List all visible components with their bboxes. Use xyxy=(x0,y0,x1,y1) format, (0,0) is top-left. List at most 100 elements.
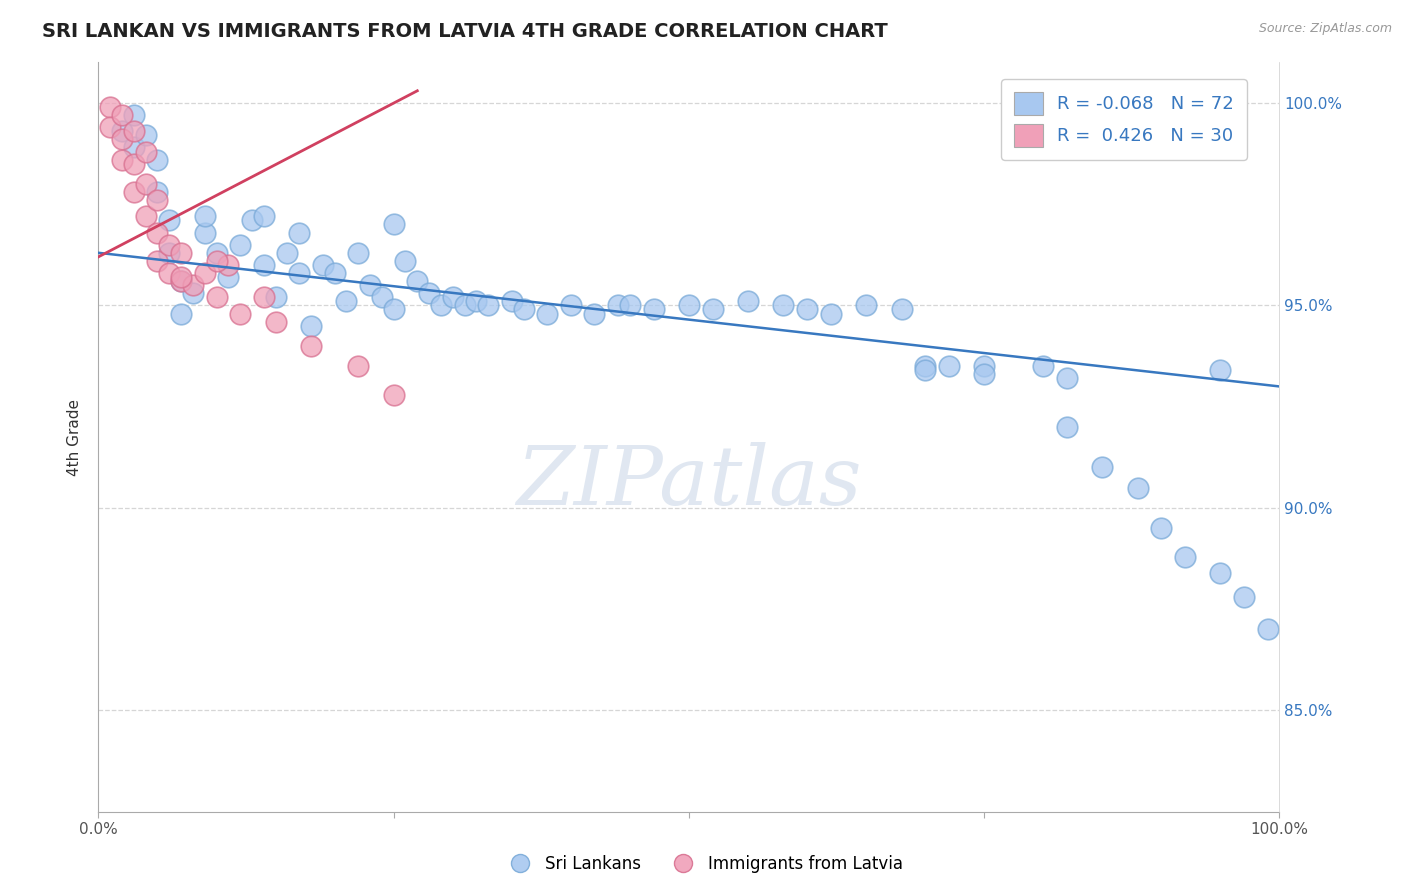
Point xyxy=(501,294,523,309)
Point xyxy=(1209,363,1232,377)
Point xyxy=(465,294,488,309)
Point xyxy=(406,274,429,288)
Point xyxy=(170,270,193,285)
Point xyxy=(205,253,228,268)
Point xyxy=(194,210,217,224)
Point xyxy=(914,359,936,374)
Text: SRI LANKAN VS IMMIGRANTS FROM LATVIA 4TH GRADE CORRELATION CHART: SRI LANKAN VS IMMIGRANTS FROM LATVIA 4TH… xyxy=(42,22,889,41)
Point xyxy=(146,226,169,240)
Point xyxy=(194,266,217,280)
Point xyxy=(312,258,335,272)
Point xyxy=(394,253,416,268)
Point xyxy=(122,140,145,154)
Point xyxy=(938,359,960,374)
Point xyxy=(205,290,228,304)
Point xyxy=(796,302,818,317)
Point xyxy=(111,108,134,122)
Point xyxy=(194,226,217,240)
Point xyxy=(288,266,311,280)
Point xyxy=(111,153,134,167)
Point xyxy=(702,302,724,317)
Point xyxy=(678,298,700,312)
Point xyxy=(1091,460,1114,475)
Legend: Sri Lankans, Immigrants from Latvia: Sri Lankans, Immigrants from Latvia xyxy=(496,848,910,880)
Point xyxy=(1056,420,1078,434)
Point xyxy=(253,210,276,224)
Point xyxy=(382,302,405,317)
Point xyxy=(229,237,252,252)
Point xyxy=(441,290,464,304)
Legend: R = -0.068   N = 72, R =  0.426   N = 30: R = -0.068 N = 72, R = 0.426 N = 30 xyxy=(1001,79,1247,160)
Point xyxy=(1257,623,1279,637)
Y-axis label: 4th Grade: 4th Grade xyxy=(67,399,83,475)
Point xyxy=(98,120,121,135)
Point xyxy=(607,298,630,312)
Point xyxy=(299,318,322,333)
Point xyxy=(264,290,287,304)
Point xyxy=(146,193,169,207)
Point xyxy=(157,266,180,280)
Point xyxy=(181,278,204,293)
Point xyxy=(1056,371,1078,385)
Point xyxy=(122,108,145,122)
Point xyxy=(477,298,499,312)
Point xyxy=(253,290,276,304)
Point xyxy=(170,274,193,288)
Point xyxy=(512,302,534,317)
Point xyxy=(914,363,936,377)
Point xyxy=(122,124,145,138)
Text: ZIPatlas: ZIPatlas xyxy=(516,442,862,522)
Point xyxy=(453,298,475,312)
Point xyxy=(347,359,370,374)
Point xyxy=(382,387,405,401)
Point xyxy=(973,368,995,382)
Point xyxy=(111,124,134,138)
Point xyxy=(619,298,641,312)
Point xyxy=(855,298,877,312)
Point xyxy=(170,245,193,260)
Point xyxy=(1233,590,1256,604)
Point xyxy=(430,298,453,312)
Point xyxy=(111,132,134,146)
Point xyxy=(643,302,665,317)
Text: Source: ZipAtlas.com: Source: ZipAtlas.com xyxy=(1258,22,1392,36)
Point xyxy=(359,278,381,293)
Point xyxy=(973,359,995,374)
Point xyxy=(157,213,180,227)
Point xyxy=(122,185,145,199)
Point xyxy=(1209,566,1232,580)
Point xyxy=(560,298,582,312)
Point xyxy=(382,218,405,232)
Point xyxy=(157,237,180,252)
Point xyxy=(205,245,228,260)
Point xyxy=(135,210,157,224)
Point xyxy=(229,307,252,321)
Point xyxy=(217,258,239,272)
Point xyxy=(240,213,263,227)
Point xyxy=(536,307,558,321)
Point xyxy=(170,307,193,321)
Point xyxy=(146,153,169,167)
Point xyxy=(299,339,322,353)
Point xyxy=(583,307,606,321)
Point xyxy=(276,245,298,260)
Point xyxy=(288,226,311,240)
Point xyxy=(371,290,394,304)
Point xyxy=(1174,549,1197,564)
Point xyxy=(157,245,180,260)
Point xyxy=(122,157,145,171)
Point xyxy=(347,245,370,260)
Point xyxy=(1032,359,1054,374)
Point xyxy=(253,258,276,272)
Point xyxy=(135,177,157,191)
Point xyxy=(1126,481,1149,495)
Point xyxy=(264,315,287,329)
Point xyxy=(146,253,169,268)
Point xyxy=(335,294,357,309)
Point xyxy=(820,307,842,321)
Point xyxy=(98,100,121,114)
Point xyxy=(323,266,346,280)
Point xyxy=(890,302,912,317)
Point xyxy=(1150,521,1173,535)
Point xyxy=(146,185,169,199)
